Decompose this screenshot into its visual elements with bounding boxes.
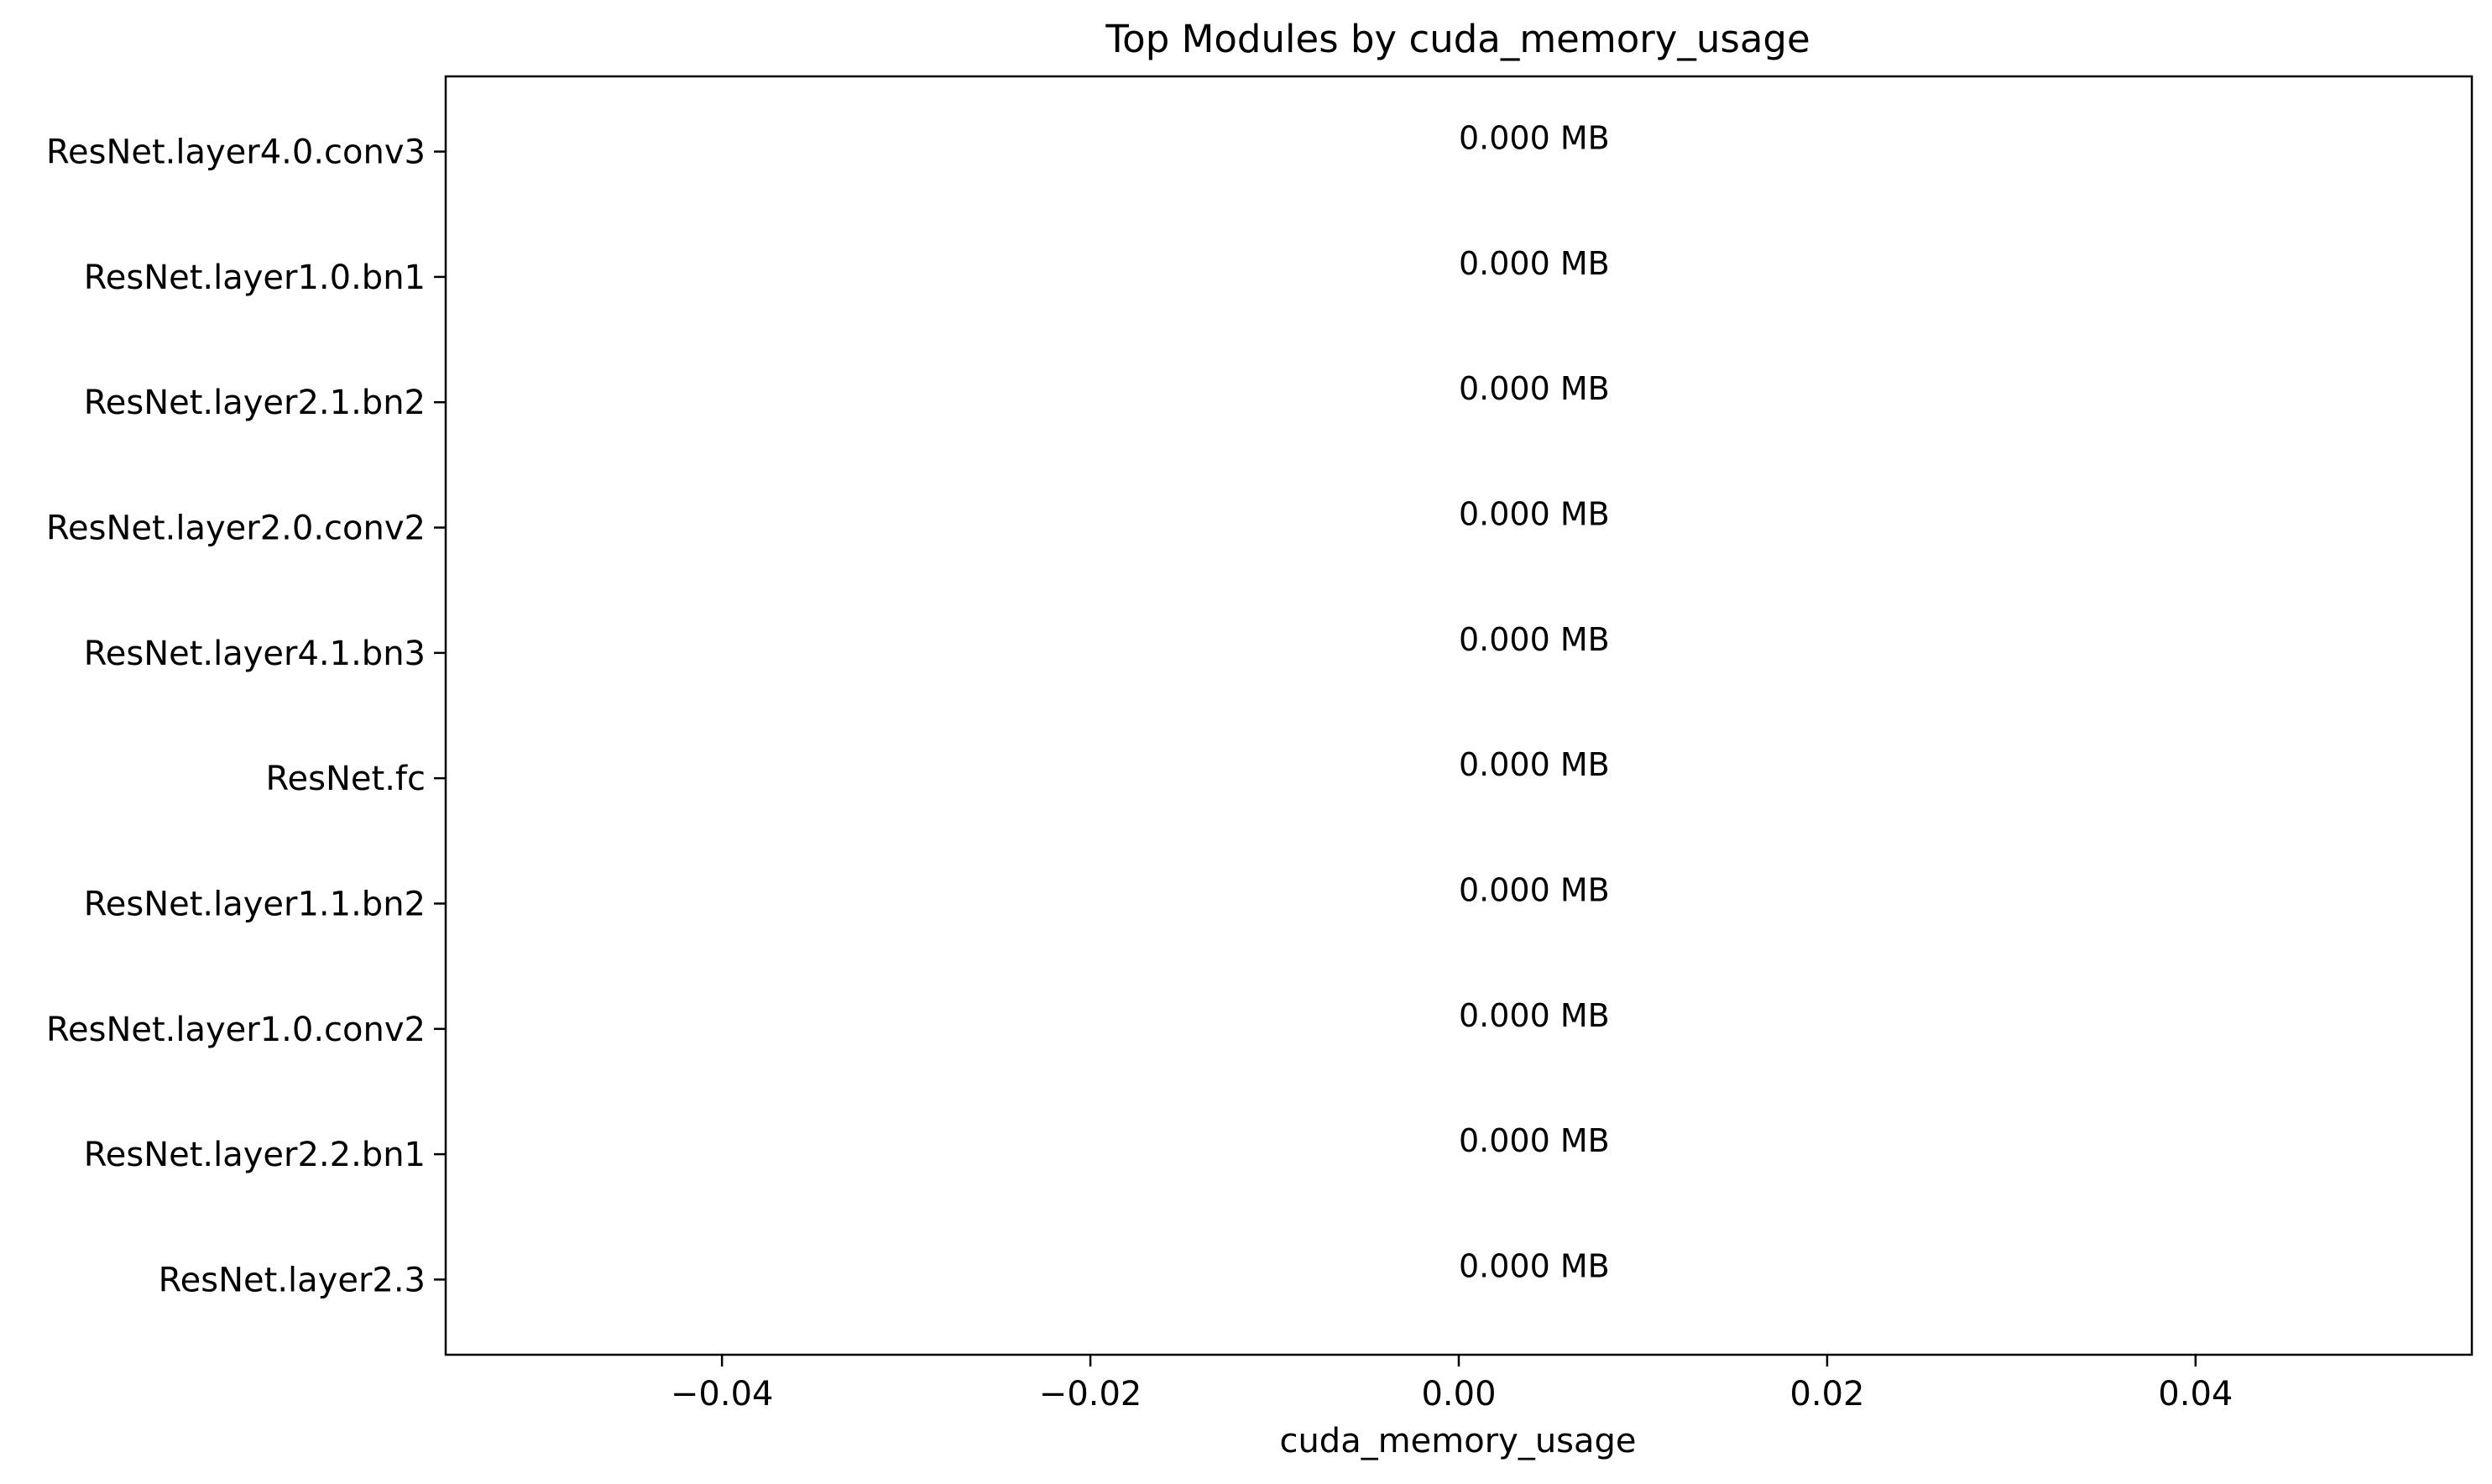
y-tick-label: ResNet.layer4.0.conv3 <box>46 133 426 172</box>
y-tick-label: ResNet.layer2.0.conv2 <box>46 509 426 548</box>
y-tick-label: ResNet.layer2.3 <box>159 1261 426 1299</box>
x-tick-label: 0.00 <box>1421 1375 1496 1413</box>
data-labels: 0.000 MB 0.000 MB 0.000 MB 0.000 MB 0.000 MB… <box>1459 120 1610 1285</box>
y-axis: ResNet.layer4.0.conv3 ResNet.layer1.0.bn1… <box>46 133 446 1299</box>
x-tick-label: 0.04 <box>2158 1375 2233 1413</box>
data-label: 0.000 MB <box>1459 245 1610 282</box>
x-tick-label: −0.04 <box>671 1375 774 1413</box>
x-tick-label: −0.02 <box>1039 1375 1142 1413</box>
y-tick-label: ResNet.layer1.1.bn2 <box>84 885 426 923</box>
data-label: 0.000 MB <box>1459 997 1610 1034</box>
x-axis: −0.04 −0.02 0.00 0.02 0.04 <box>671 1355 2233 1413</box>
data-label: 0.000 MB <box>1459 1122 1610 1159</box>
y-tick-label: ResNet.layer1.0.bn1 <box>84 259 426 297</box>
x-tick-label: 0.02 <box>1789 1375 1864 1413</box>
data-label: 0.000 MB <box>1459 871 1610 908</box>
data-label: 0.000 MB <box>1459 746 1610 783</box>
data-label: 0.000 MB <box>1459 621 1610 658</box>
y-tick-label: ResNet.layer4.1.bn3 <box>84 635 426 673</box>
y-tick-label: ResNet.fc <box>266 760 426 798</box>
data-label: 0.000 MB <box>1459 370 1610 407</box>
data-label: 0.000 MB <box>1459 1247 1610 1284</box>
x-axis-label: cuda_memory_usage <box>1279 1422 1636 1460</box>
data-label: 0.000 MB <box>1459 120 1610 157</box>
y-tick-label: ResNet.layer1.0.conv2 <box>46 1011 426 1049</box>
y-tick-label: ResNet.layer2.1.bn2 <box>84 384 426 422</box>
y-tick-label: ResNet.layer2.2.bn1 <box>84 1136 426 1174</box>
data-label: 0.000 MB <box>1459 496 1610 533</box>
chart-title: Top Modules by cuda_memory_usage <box>1105 17 1810 61</box>
